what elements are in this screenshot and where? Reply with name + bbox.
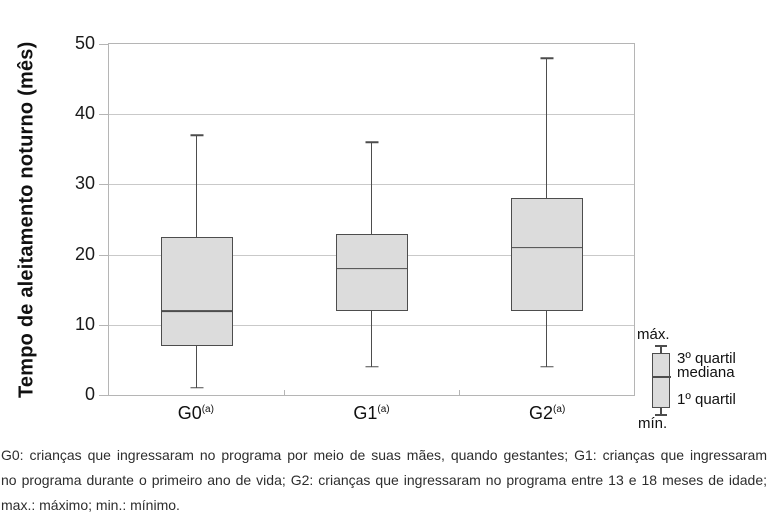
x-axis-label-g2: G2(a)	[529, 403, 565, 424]
x-label-text: G1	[353, 403, 378, 423]
legend-median-line	[651, 376, 671, 378]
gridline-40	[109, 114, 634, 116]
legend-iqr-box	[651, 353, 671, 408]
iqr-box-g1	[335, 233, 408, 311]
min-whisker-cap-g2	[540, 366, 553, 368]
max-whisker-cap-g0	[190, 134, 203, 136]
y-tick-label-30: 30	[74, 173, 95, 194]
figure-caption: G0: crianças que ingressaram no programa…	[1, 443, 767, 515]
y-axis-title: Tempo de aleitamento noturno (mês)	[15, 41, 38, 399]
min-whisker-cap-g1	[365, 366, 378, 368]
caption-line-3: max.: máximo; min.: mínimo.	[1, 497, 180, 513]
y-tick-mark-0	[99, 395, 109, 396]
x-label-text: G0	[177, 403, 202, 423]
y-tick-label-40: 40	[74, 103, 95, 124]
x-label-superscript: (a)	[377, 404, 390, 415]
y-tick-mark-30	[99, 184, 109, 186]
y-tick-label-0: 0	[84, 384, 95, 405]
x-label-superscript: (a)	[201, 404, 214, 415]
median-line-g2	[510, 246, 583, 249]
x-label-superscript: (a)	[553, 404, 566, 415]
legend-max-whisker-cap	[655, 345, 667, 347]
x-category-tick-2	[459, 390, 460, 395]
caption-line-1: G0: crianças que ingressaram no programa…	[1, 447, 767, 463]
y-tick-mark-40	[99, 114, 109, 116]
x-label-text: G2	[529, 403, 554, 423]
plot-area: 0 10 20 30 40 50	[75, 33, 635, 404]
caption-line-2: no programa durante o primeiro ano de vi…	[1, 472, 767, 488]
legend-whisker-line-top	[660, 346, 662, 354]
x-category-tick-1	[284, 390, 285, 395]
iqr-box-g0	[160, 237, 233, 346]
y-tick-mark-50	[99, 44, 109, 45]
max-whisker-cap-g1	[365, 141, 378, 144]
y-tick-label-20: 20	[74, 243, 95, 264]
x-axis-label-g1: G1(a)	[353, 403, 389, 424]
min-whisker-cap-g0	[190, 387, 203, 389]
legend-max-label: máx.	[637, 326, 670, 343]
y-tick-label-50: 50	[74, 33, 95, 54]
y-tick-label-10: 10	[74, 313, 95, 334]
legend-median-label: mediana	[677, 364, 735, 381]
y-tick-mark-20	[99, 254, 109, 256]
iqr-box-g2	[510, 198, 583, 311]
legend-min-whisker-cap	[655, 414, 667, 416]
median-line-g0	[160, 309, 233, 312]
x-axis-labels: G0(a) G1(a) G2(a)	[108, 403, 635, 429]
median-line-g1	[335, 267, 408, 270]
y-tick-mark-10	[99, 324, 109, 326]
max-whisker-cap-g2	[540, 57, 553, 59]
legend-min-label: mín.	[638, 415, 668, 432]
x-axis-label-g0: G0(a)	[178, 403, 214, 424]
legend-q3-label: 3º quartil	[677, 350, 736, 367]
legend-whisker-line-bottom	[660, 407, 662, 415]
legend-q1-label: 1º quartil	[677, 391, 736, 408]
